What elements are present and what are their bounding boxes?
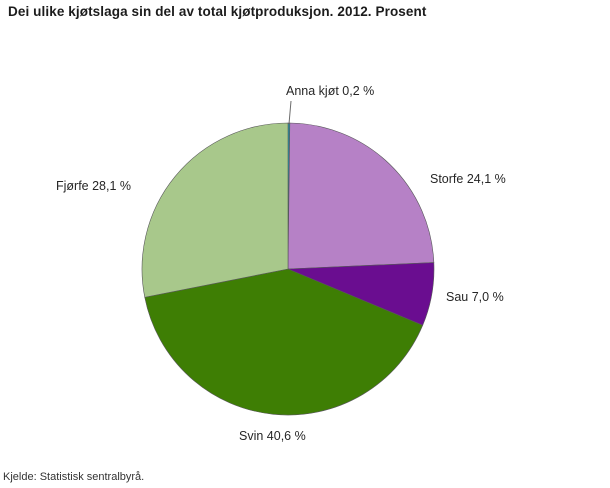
pie-slice-storfe xyxy=(287,122,435,270)
pie-slice-fjorfe xyxy=(141,122,289,298)
slice-label-sau: Sau 7,0 % xyxy=(446,290,504,304)
pie-slice-svin xyxy=(144,268,424,416)
slice-label-svin: Svin 40,6 % xyxy=(239,429,306,443)
slice-label-anna-kjot: Anna kjøt 0,2 % xyxy=(286,84,375,98)
pie-slices-group xyxy=(141,122,435,416)
slice-label-storfe: Storfe 24,1 % xyxy=(430,172,506,186)
source-note: Kjelde: Statistisk sentralbyrå. xyxy=(3,471,145,483)
slice-label-fjorfe: Fjørfe 28,1 % xyxy=(56,179,132,193)
chart-title: Dei ulike kjøtslaga sin del av total kjø… xyxy=(8,4,427,19)
leader-line-anna-kjot xyxy=(288,100,292,125)
